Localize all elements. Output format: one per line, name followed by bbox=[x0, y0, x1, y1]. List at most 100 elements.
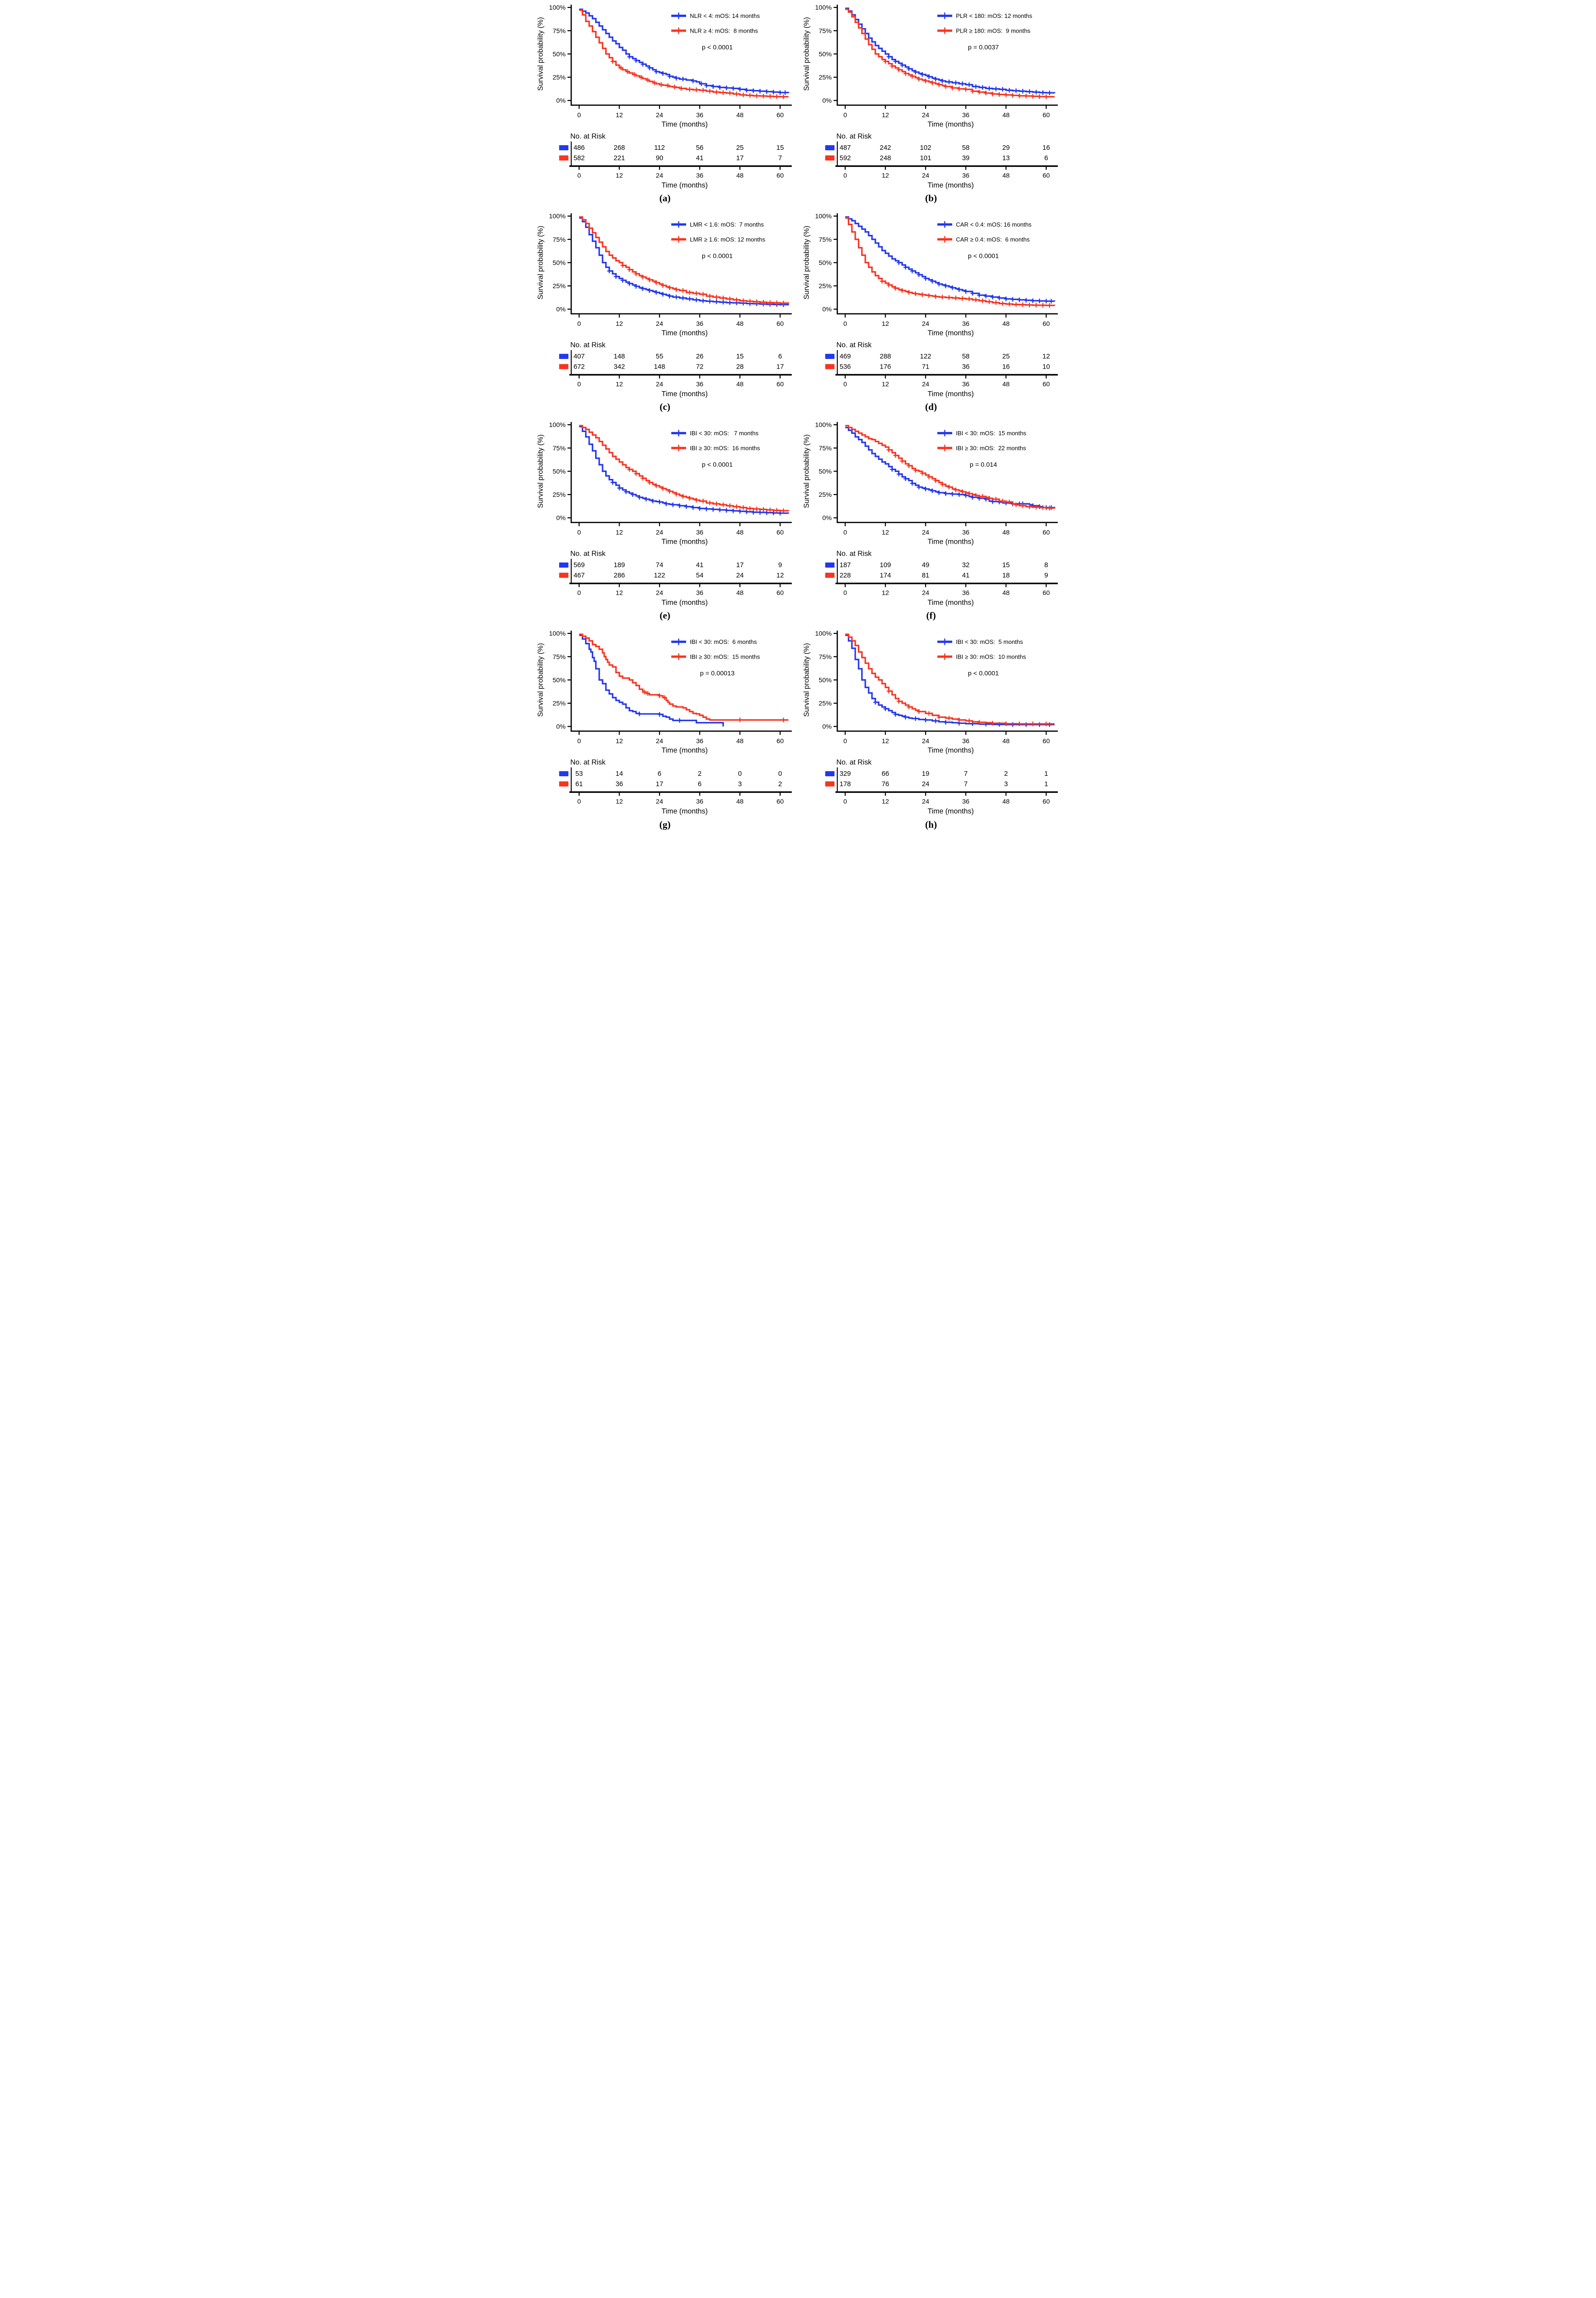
risk-table-title: No. at Risk bbox=[836, 133, 871, 141]
panel-letter-a: (a) bbox=[659, 193, 671, 204]
x-tick-label: 0 bbox=[843, 112, 847, 119]
risk-count-blue: 49 bbox=[921, 562, 929, 569]
legend-label: NLR ≥ 4: mOS: 8 months bbox=[690, 27, 758, 34]
x-tick-label: 0 bbox=[577, 112, 581, 119]
risk-count-red: 228 bbox=[839, 572, 850, 580]
legend-entry-blue: LMR < 1.6: mOS: 7 months bbox=[671, 221, 764, 228]
risk-count-red: 6 bbox=[698, 781, 701, 788]
risk-x-tick-label: 60 bbox=[1042, 590, 1050, 597]
x-tick-label: 24 bbox=[656, 112, 663, 119]
p-value-label: p < 0.0001 bbox=[968, 252, 999, 260]
y-tick-label: 75% bbox=[818, 28, 832, 35]
legend-label: CAR < 0.4: mOS: 16 months bbox=[956, 221, 1032, 228]
y-axis-label: Survival probability (%) bbox=[803, 226, 811, 299]
risk-count-red: 148 bbox=[653, 363, 665, 370]
risk-x-tick-label: 24 bbox=[922, 798, 929, 806]
km-step-path-blue bbox=[845, 216, 1055, 302]
x-tick-label: 24 bbox=[922, 320, 929, 328]
legend-entry-blue: IBI < 30: mOS: 15 months bbox=[937, 430, 1026, 437]
risk-x-tick-label: 24 bbox=[656, 172, 663, 180]
legend-entry-blue: IBI < 30: mOS: 6 months bbox=[671, 638, 757, 645]
x-tick-label: 48 bbox=[1002, 320, 1010, 328]
panel-letter-d: (d) bbox=[925, 401, 937, 413]
x-tick-label: 48 bbox=[736, 529, 744, 536]
risk-x-tick-label: 12 bbox=[881, 798, 889, 806]
risk-count-red: 176 bbox=[880, 363, 891, 370]
km-panel-e: 0% 25% 50% 75% 100% Survival probability (%) 0… bbox=[532, 417, 798, 626]
legend-label: CAR ≥ 0.4: mOS: 6 months bbox=[956, 236, 1030, 243]
risk-count-red: 221 bbox=[613, 154, 625, 162]
risk-count-blue: 2 bbox=[1004, 770, 1008, 778]
panel-letter-c: (c) bbox=[659, 401, 670, 413]
x-tick-label: 36 bbox=[696, 112, 703, 119]
km-step-path-blue bbox=[579, 426, 789, 514]
km-curve-red bbox=[845, 633, 1055, 727]
x-tick-label: 0 bbox=[843, 320, 847, 328]
risk-count-blue: 1 bbox=[1044, 770, 1048, 778]
legend-label: PLR < 180: mOS: 12 months bbox=[956, 12, 1032, 19]
legend-label: IBI < 30: mOS: 15 months bbox=[956, 430, 1027, 437]
risk-count-blue: 112 bbox=[654, 144, 665, 152]
risk-count-blue: 268 bbox=[613, 144, 625, 152]
risk-count-red: 17 bbox=[736, 154, 743, 162]
risk-row-swatch-blue bbox=[559, 563, 568, 568]
risk-count-blue: 102 bbox=[920, 144, 931, 152]
km-step-path-red bbox=[579, 633, 789, 721]
risk-count-red: 61 bbox=[575, 781, 583, 788]
x-tick-label: 60 bbox=[1042, 529, 1050, 536]
risk-x-tick-label: 12 bbox=[881, 381, 889, 388]
risk-row-swatch-blue bbox=[559, 145, 568, 150]
risk-count-red: 17 bbox=[655, 781, 663, 788]
risk-row-swatch-blue bbox=[559, 353, 568, 359]
risk-count-red: 41 bbox=[962, 572, 969, 580]
legend-label: NLR < 4: mOS: 14 months bbox=[690, 12, 760, 19]
km-panel-d: 0% 25% 50% 75% 100% Survival probability (%) 0… bbox=[798, 209, 1064, 417]
x-axis-label: Time (months) bbox=[661, 747, 708, 755]
x-tick-label: 36 bbox=[962, 112, 969, 119]
x-tick-label: 60 bbox=[776, 529, 784, 536]
legend-label: PLR ≥ 180: mOS: 9 months bbox=[956, 27, 1030, 34]
legend-entry-blue: PLR < 180: mOS: 12 months bbox=[937, 12, 1032, 19]
x-tick-label: 48 bbox=[1002, 529, 1010, 536]
risk-row-swatch-blue bbox=[825, 563, 835, 568]
panel-letter-b: (b) bbox=[925, 193, 937, 204]
y-tick-label: 50% bbox=[552, 677, 566, 684]
risk-count-blue: 8 bbox=[1044, 562, 1048, 569]
risk-count-red: 286 bbox=[613, 572, 625, 580]
risk-row-swatch-red bbox=[825, 781, 835, 787]
x-tick-label: 0 bbox=[577, 320, 581, 328]
risk-count-red: 12 bbox=[776, 572, 784, 580]
risk-row-swatch-blue bbox=[825, 145, 835, 150]
x-axis-label: Time (months) bbox=[927, 120, 974, 128]
y-tick-label: 50% bbox=[552, 260, 566, 267]
risk-count-red: 7 bbox=[778, 154, 782, 162]
x-axis-label: Time (months) bbox=[661, 120, 708, 128]
km-curve-blue bbox=[579, 8, 789, 95]
km-plot-g: 0% 25% 50% 75% 100% Survival probability (%) 0… bbox=[537, 631, 792, 815]
y-tick-label: 50% bbox=[818, 468, 832, 476]
risk-x-tick-label: 12 bbox=[615, 590, 623, 597]
legend-entry-red: CAR ≥ 0.4: mOS: 6 months bbox=[937, 236, 1030, 243]
y-tick-label: 25% bbox=[552, 283, 566, 290]
risk-x-tick-label: 24 bbox=[922, 590, 929, 597]
x-tick-label: 60 bbox=[1042, 112, 1050, 119]
risk-x-axis-label: Time (months) bbox=[927, 599, 974, 607]
risk-count-blue: 74 bbox=[655, 562, 663, 569]
km-step-path-red bbox=[845, 217, 1055, 307]
risk-x-tick-label: 60 bbox=[776, 172, 784, 180]
y-tick-label: 100% bbox=[815, 4, 832, 11]
risk-count-red: 101 bbox=[920, 154, 931, 162]
legend-entry-blue: NLR < 4: mOS: 14 months bbox=[671, 12, 760, 19]
x-tick-label: 48 bbox=[1002, 112, 1010, 119]
legend-label: IBI < 30: mOS: 6 months bbox=[690, 638, 757, 645]
legend-label: IBI ≥ 30: mOS: 15 months bbox=[690, 654, 760, 660]
risk-count-blue: 148 bbox=[613, 353, 625, 360]
risk-count-blue: 25 bbox=[736, 144, 743, 152]
km-plot-a: 0% 25% 50% 75% 100% Survival probability (%) 0… bbox=[537, 4, 792, 189]
risk-x-tick-label: 60 bbox=[1042, 798, 1050, 806]
km-curve-blue bbox=[845, 7, 1055, 96]
risk-count-blue: 6 bbox=[658, 770, 661, 778]
km-step-path-blue bbox=[845, 634, 1055, 726]
risk-count-blue: 288 bbox=[880, 353, 891, 360]
risk-x-tick-label: 60 bbox=[1042, 381, 1050, 388]
